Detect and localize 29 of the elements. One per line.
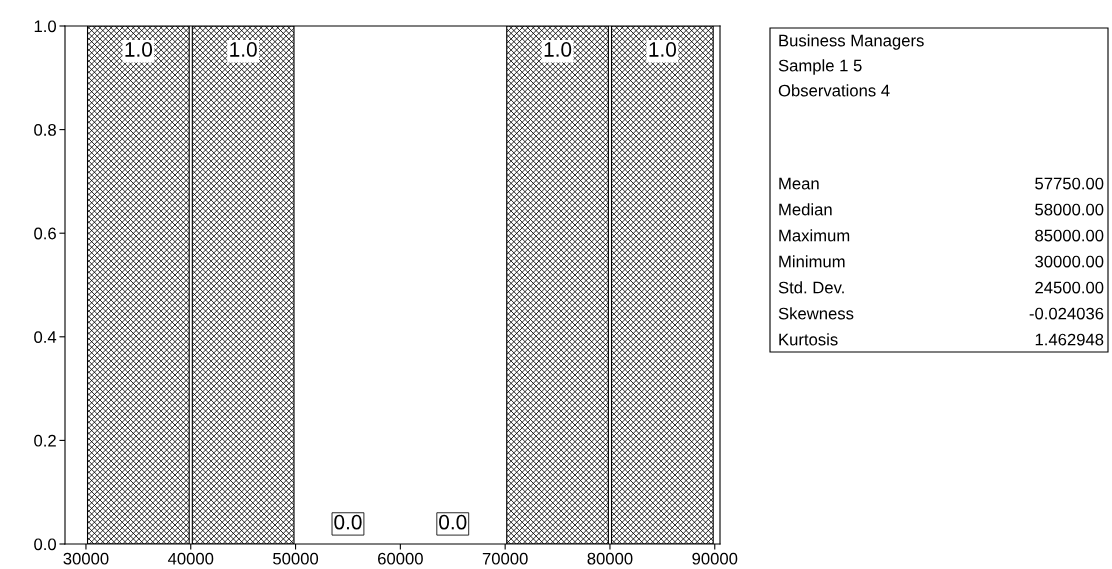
text: Minimum 30000.00 bbox=[779, 255, 1104, 268]
data-label: 1.0 bbox=[649, 42, 677, 57]
text: Mean 57750.00 bbox=[779, 177, 1104, 190]
x-tick-label: 90000 bbox=[692, 552, 738, 565]
x-tick-label: 60000 bbox=[378, 552, 423, 565]
y-tick-label: 0.4 bbox=[34, 331, 57, 343]
data-label: 1.0 bbox=[125, 42, 153, 57]
y-tick-label: 0.8 bbox=[34, 124, 56, 136]
x-tick-label: 70000 bbox=[482, 552, 528, 565]
text: Maximum 85000.00 bbox=[779, 229, 1104, 242]
text: Sample 1 5 bbox=[778, 59, 862, 75]
x-tick-label: 40000 bbox=[167, 552, 214, 565]
y-tick-label: 0.0 bbox=[34, 538, 57, 551]
y-tick-label: 1.0 bbox=[34, 20, 57, 33]
text: Median 58000.00 bbox=[779, 203, 1104, 216]
data-label: 1.0 bbox=[544, 42, 572, 57]
y-tick-label: 0.6 bbox=[34, 227, 56, 240]
y-tick-label: 0.2 bbox=[34, 434, 56, 447]
text: Skewness -0.024036 bbox=[778, 307, 1104, 320]
x-tick-label: 30000 bbox=[63, 552, 109, 565]
text: Std. Dev. 24500.00 bbox=[778, 281, 1104, 294]
text: Business Managers bbox=[779, 34, 924, 50]
data-label: 0.0 bbox=[334, 514, 362, 530]
x-tick-label: 50000 bbox=[273, 552, 319, 565]
data-label: 1.0 bbox=[230, 42, 257, 57]
x-tick-label: 80000 bbox=[587, 552, 633, 565]
text: Kurtosis 1.462948 bbox=[779, 333, 1104, 346]
data-label: 0.0 bbox=[439, 514, 467, 530]
text: Observations 4 bbox=[778, 84, 890, 97]
